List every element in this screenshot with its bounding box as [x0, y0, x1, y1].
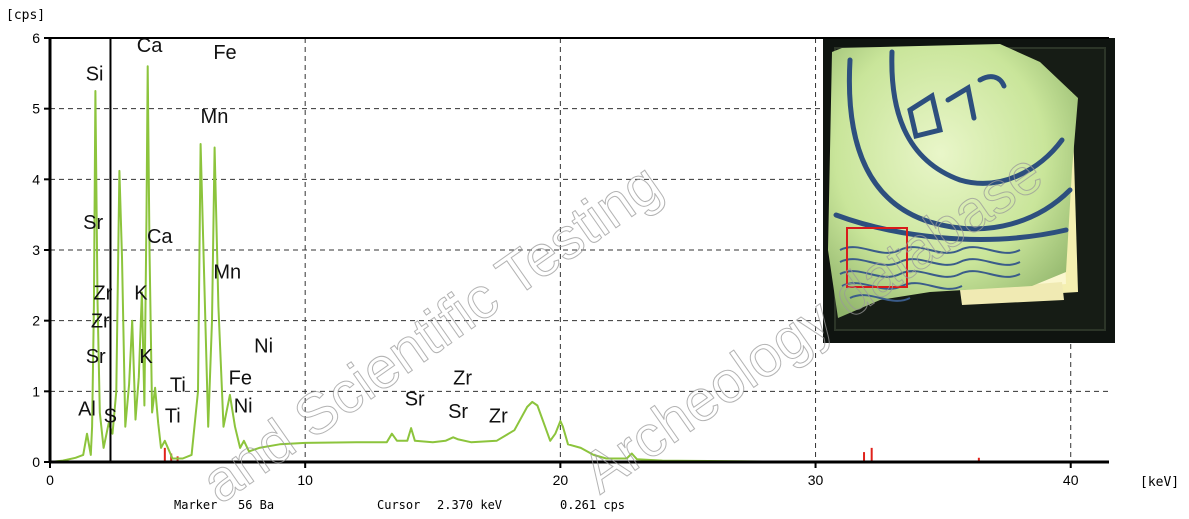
status-bar: Marker 56 Ba Cursor 2.370 keV 0.261 cps	[174, 498, 625, 512]
axis-ticks: 0 1 2 3 4 5 6 0 10 20 30 40	[32, 30, 1079, 488]
x-tick-label-4: 40	[1063, 472, 1079, 488]
y-tick-label-1: 1	[32, 383, 40, 399]
element-label-ca-5: Ca	[147, 226, 173, 248]
element-label-sr-16: Sr	[405, 388, 425, 410]
element-label-s-19: S	[104, 405, 117, 427]
element-label-si-0: Si	[86, 63, 104, 85]
spectrum-line	[50, 65, 1109, 462]
element-label-fe-2: Fe	[213, 42, 236, 64]
element-label-mn-3: Mn	[201, 106, 229, 128]
y-tick-label-2: 2	[32, 313, 40, 329]
cursor-label: Cursor	[377, 498, 420, 512]
element-label-fe-14: Fe	[229, 367, 252, 389]
x-axis-unit: [keV]	[1140, 475, 1179, 490]
element-label-mn-6: Mn	[213, 261, 241, 283]
marker-label: Marker	[174, 498, 217, 512]
element-label-ni-17: Ni	[234, 396, 253, 418]
x-tick-label-1: 10	[297, 472, 313, 488]
y-tick-label-3: 3	[32, 242, 40, 258]
y-axis-unit: [cps]	[6, 8, 45, 23]
cursor-counts: 0.261 cps	[560, 498, 625, 512]
analysis-area-frame	[846, 227, 908, 288]
cursor-energy: 2.370 keV	[437, 498, 502, 512]
x-tick-label-0: 0	[46, 472, 54, 488]
marker-value: 56 Ba	[238, 498, 274, 512]
element-label-ca-1: Ca	[137, 35, 163, 57]
element-label-sr-11: Sr	[86, 346, 106, 368]
y-tick-label-4: 4	[32, 171, 40, 187]
element-label-sr-21: Sr	[448, 401, 468, 423]
element-label-zr-7: Zr	[93, 282, 112, 304]
x-tick-label-3: 30	[808, 472, 824, 488]
element-labels: Si Ca Fe Mn Sr Ca Mn Zr K Zr Ni Sr K Ti Fe Zr Sr Ni Al S Ti S…	[78, 35, 508, 427]
y-tick-label-0: 0	[32, 454, 40, 470]
element-label-al-18: Al	[78, 398, 96, 420]
element-label-k-12: K	[139, 346, 153, 368]
element-label-zr-22: Zr	[489, 405, 508, 427]
sample-photo	[823, 38, 1115, 343]
element-label-sr-4: Sr	[83, 212, 103, 234]
element-label-zr-9: Zr	[91, 311, 110, 333]
x-tick-label-2: 20	[553, 472, 569, 488]
element-label-ti-20: Ti	[165, 405, 181, 427]
element-label-k-8: K	[134, 282, 148, 304]
element-label-ti-13: Ti	[170, 374, 186, 396]
element-label-ni-10: Ni	[254, 335, 273, 357]
element-label-zr-15: Zr	[453, 367, 472, 389]
y-tick-label-5: 5	[32, 101, 40, 117]
y-tick-label-6: 6	[32, 30, 40, 46]
